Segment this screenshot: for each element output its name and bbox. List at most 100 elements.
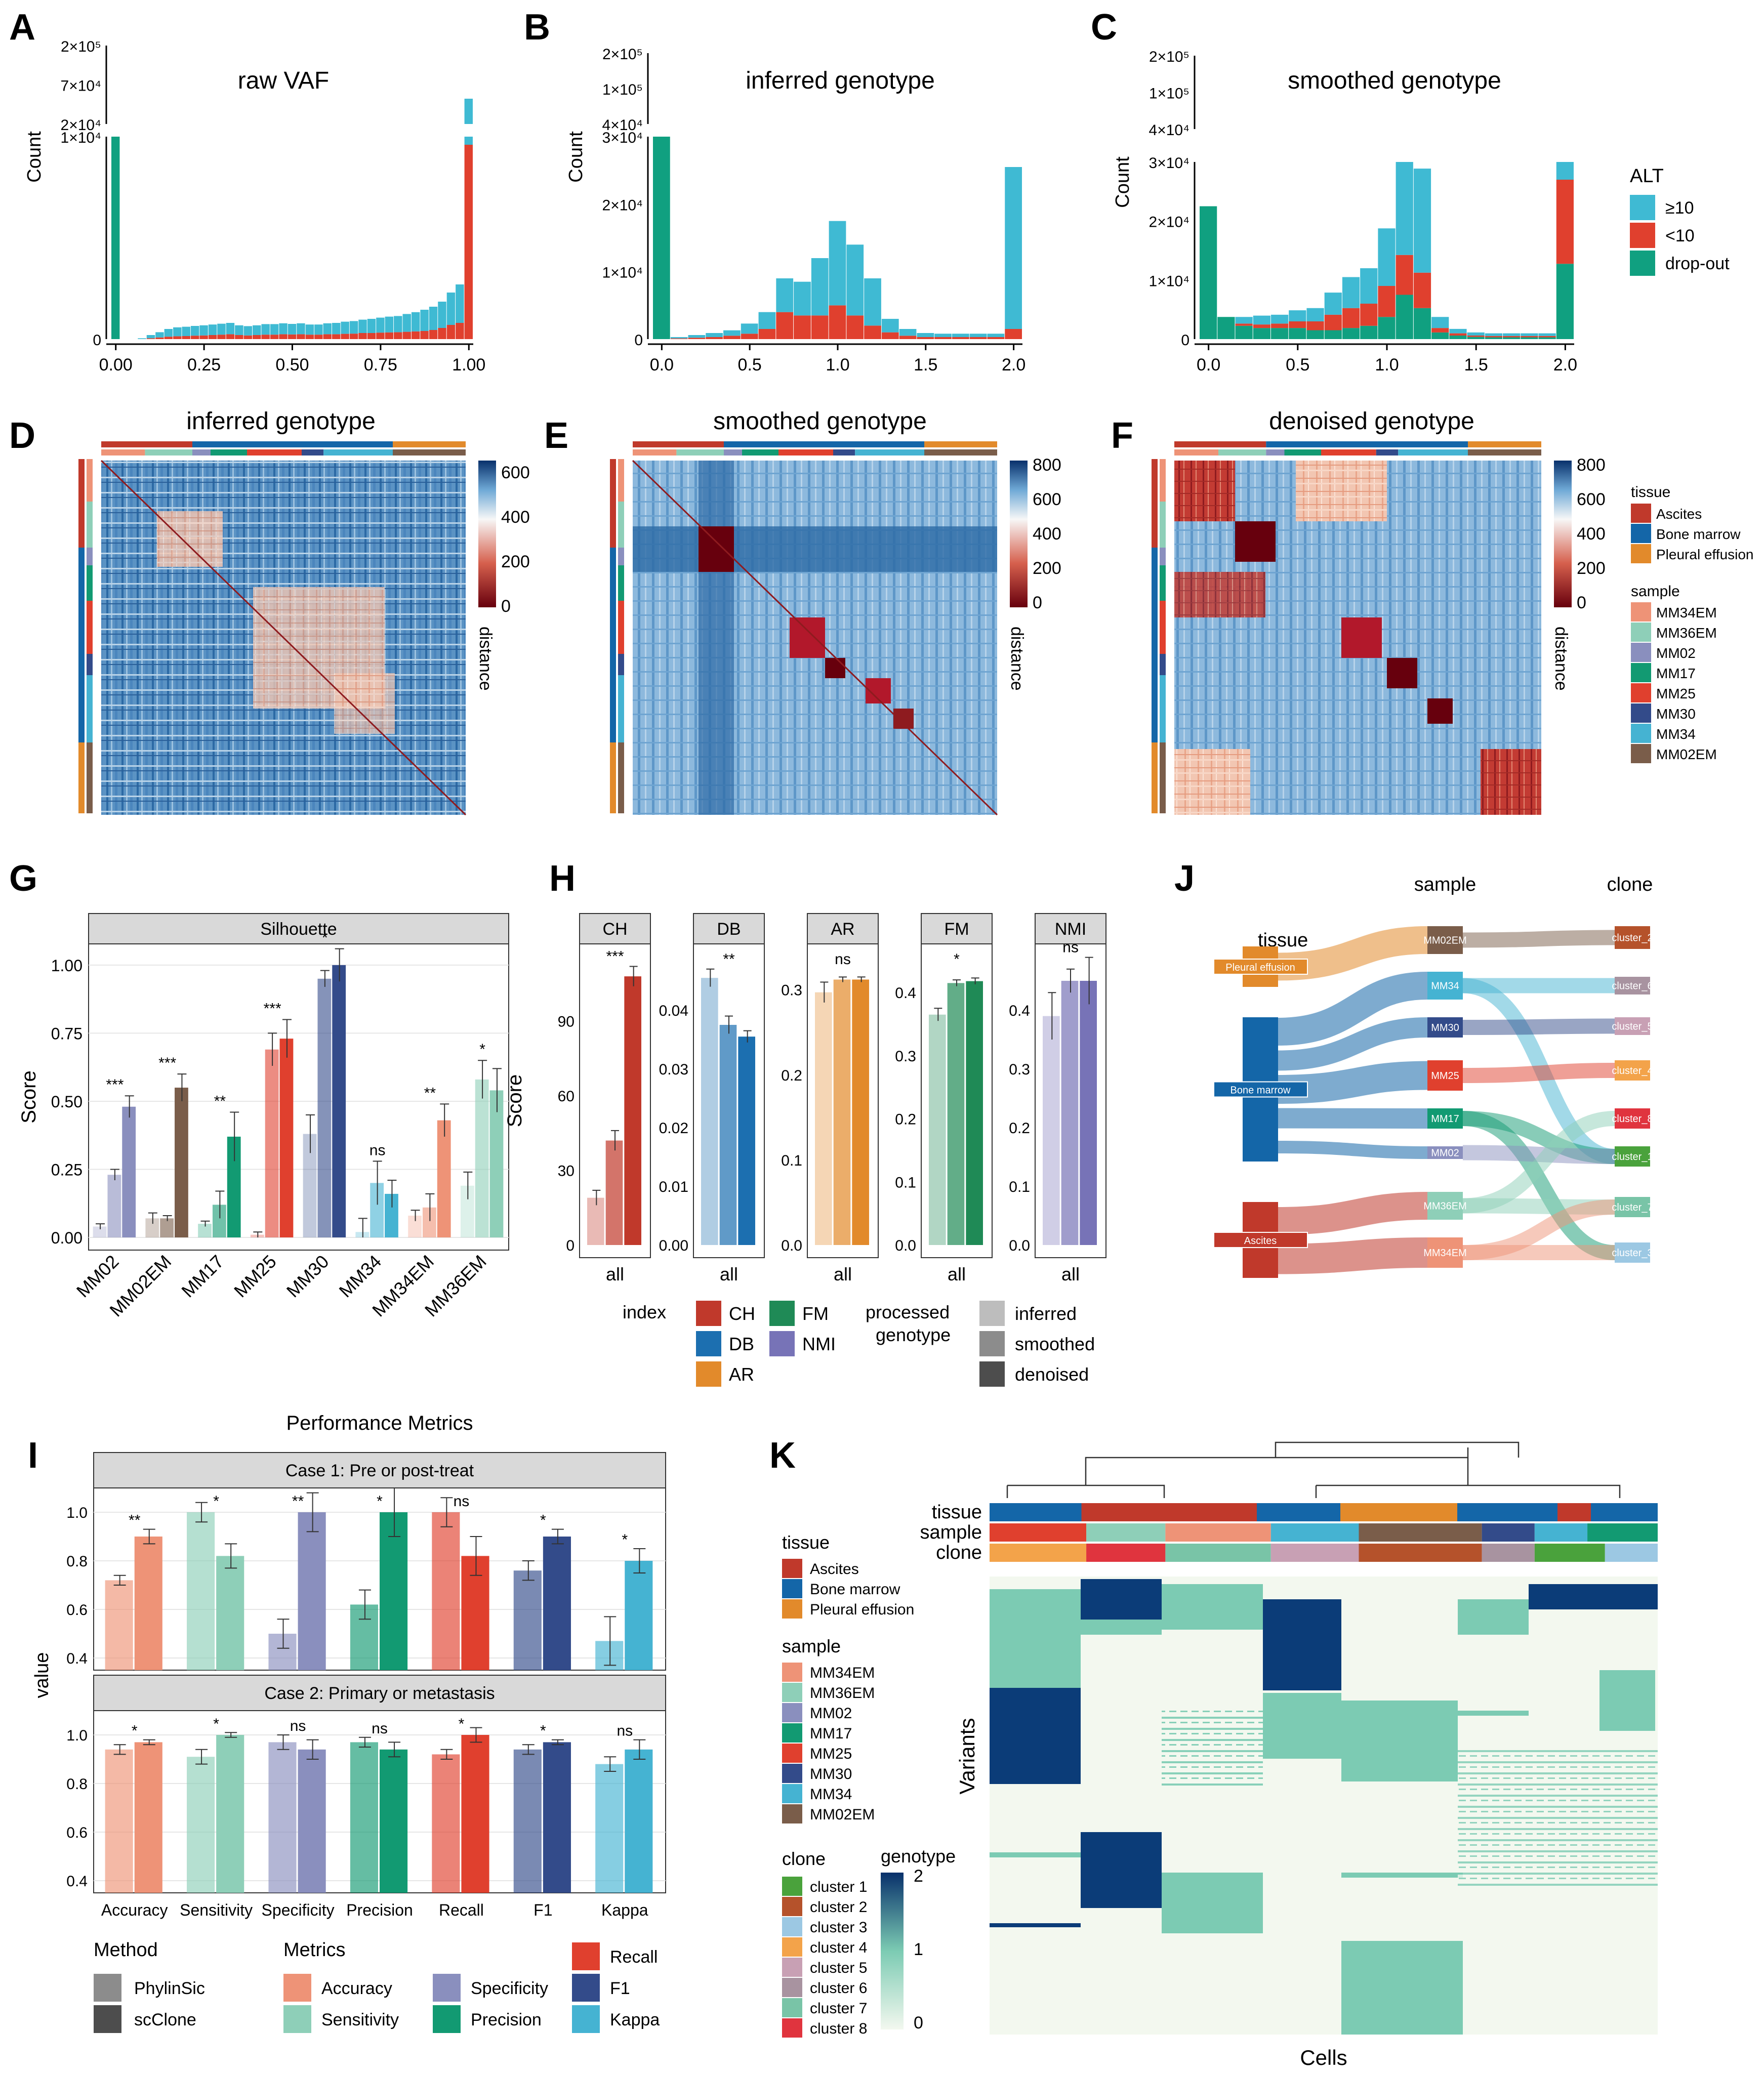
bar	[107, 1175, 121, 1237]
y-tick-label: 0.0	[1009, 1237, 1030, 1254]
y-tick-label: 0.0	[895, 1237, 916, 1254]
histogram-bar	[199, 325, 208, 336]
legend-swatch	[1631, 623, 1651, 642]
sankey-flow	[1278, 1108, 1428, 1129]
heatmap-e-colorbar: 800 600 400 200 0 distance	[1007, 455, 1061, 691]
y-tick-label: 0.2	[895, 1111, 916, 1128]
histogram-bar	[438, 328, 446, 339]
annotation-row-label: clone	[936, 1542, 982, 1563]
histogram-bar	[376, 317, 385, 333]
histogram-bar	[776, 278, 794, 312]
histogram-bar	[1324, 314, 1342, 330]
histogram-bar	[446, 293, 456, 325]
heatmap-e-band-vertical	[699, 461, 734, 815]
annotation-row-label: sample	[920, 1522, 982, 1543]
legend-swatch	[782, 2018, 802, 2038]
histogram-bar	[1467, 332, 1485, 336]
bar	[380, 1749, 408, 1893]
legend-swatch	[1631, 683, 1651, 702]
y-tick-label: 0.8	[66, 1776, 88, 1793]
bar	[719, 1025, 737, 1245]
annotation-bar-left	[618, 459, 624, 502]
x-tick-label: MM25	[230, 1251, 280, 1302]
histogram-bar	[917, 337, 934, 339]
sankey-node-label: Pleural effusion	[1225, 962, 1295, 973]
legend-swatch	[572, 1974, 600, 2002]
y-tick-label: 30	[558, 1163, 575, 1180]
legend-swatch	[696, 1301, 721, 1326]
legend-label: MM02EM	[810, 1806, 875, 1823]
x-tick-label: all	[834, 1264, 852, 1284]
sankey-node-label: MM34	[1431, 981, 1459, 992]
histogram-bar	[1005, 329, 1022, 339]
legend-swatch	[782, 1978, 802, 1997]
histogram-bar	[741, 323, 758, 334]
histogram-bar	[1270, 314, 1289, 324]
histogram-bar	[1324, 330, 1342, 339]
histogram-bar	[349, 321, 358, 334]
annotation-bar-top	[1174, 441, 1266, 447]
histogram-bar	[1538, 333, 1556, 336]
histogram-bar	[1521, 333, 1538, 336]
heatmap-d-annotation-bars	[78, 441, 466, 813]
histogram-bar	[1342, 308, 1360, 328]
y-tick-label: 0	[93, 332, 101, 349]
histogram-bar	[1449, 333, 1467, 336]
histogram-bar	[688, 338, 706, 339]
annotation-bar-top	[101, 441, 192, 447]
plot-frame	[693, 943, 765, 1258]
alt-legend-label-dropout: drop-out	[1665, 254, 1730, 273]
histogram-bar	[864, 325, 881, 339]
y-tick-label: 0.6	[66, 1602, 88, 1619]
histogram-bar	[1253, 328, 1270, 339]
sankey-node-sample	[1427, 1060, 1463, 1091]
panel-label-A: A	[9, 7, 35, 48]
histogram-bar	[270, 324, 279, 335]
bar	[350, 1604, 378, 1670]
histogram-bar	[776, 312, 794, 339]
sankey-flow	[1462, 930, 1615, 948]
histogram-bar	[464, 145, 473, 339]
plot-frame	[1035, 943, 1106, 1258]
annotation-bar-top	[742, 449, 778, 455]
histogram-bar	[1235, 317, 1253, 324]
alt-legend-label-lt10: <10	[1665, 226, 1695, 245]
bar	[1080, 981, 1097, 1245]
panel-label-H: H	[549, 858, 576, 899]
significance-label: *	[213, 1493, 219, 1510]
panel-label-C: C	[1091, 7, 1117, 48]
y-tick-label: 2×10⁴	[1149, 214, 1189, 231]
legend-swatch	[433, 1974, 461, 2002]
y-tick-label: 1.0	[66, 1727, 88, 1744]
y-tick-label: 2×10⁴	[602, 197, 643, 214]
heatmap-block	[1081, 1620, 1162, 1635]
legend-swatch	[1631, 504, 1651, 523]
facet-strip	[921, 913, 993, 944]
legend-label: cluster 8	[810, 2020, 867, 2037]
significance-label: ns	[370, 1142, 386, 1158]
annotation-bar-left	[1160, 675, 1166, 742]
heatmap-f-colorbar-tick: 200	[1577, 559, 1606, 578]
heatmap-block	[1263, 1599, 1341, 1690]
histogram-bar	[706, 333, 723, 337]
heatmap-d-title: inferred genotype	[186, 408, 376, 435]
annotation-bar-top	[924, 441, 997, 447]
x-tick-label: all	[720, 1264, 738, 1284]
y-tick-label: 0.4	[1009, 1003, 1030, 1019]
bar	[350, 1742, 378, 1893]
histogram-bar	[987, 337, 1005, 339]
legend-label: cluster 7	[810, 2000, 867, 2017]
x-tick-label: 1.5	[1464, 355, 1488, 375]
histogram-bar	[173, 336, 182, 339]
histogram-bar	[146, 338, 155, 339]
panel-label-E: E	[544, 416, 568, 456]
x-tick-label: MM02	[72, 1251, 123, 1302]
histogram-bar	[288, 324, 297, 335]
legend-swatch	[94, 2005, 121, 2033]
heatmap-d-colorbar-tick: 400	[501, 508, 530, 527]
histogram-bar	[1360, 268, 1378, 304]
histogram-bar	[349, 334, 358, 339]
annotation-bar-left	[618, 675, 624, 742]
legend-title: clone	[782, 1848, 826, 1869]
heatmap-block	[990, 1923, 1081, 1927]
